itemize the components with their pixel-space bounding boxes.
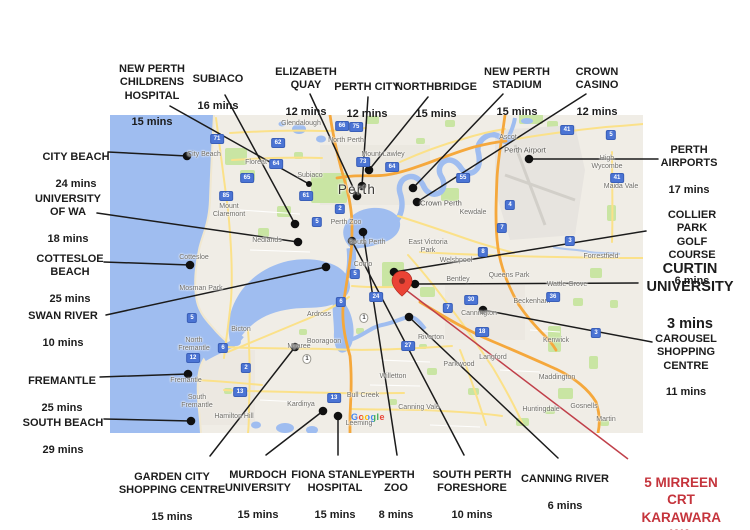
airport-area: [495, 125, 585, 240]
home-connector-line: [405, 289, 629, 460]
home-pin-icon: [391, 270, 413, 297]
parks: [224, 115, 618, 426]
minor-roads: [239, 159, 561, 428]
indian-ocean: [110, 115, 232, 433]
map-base: [110, 115, 643, 433]
google-logo: Google: [351, 412, 385, 422]
